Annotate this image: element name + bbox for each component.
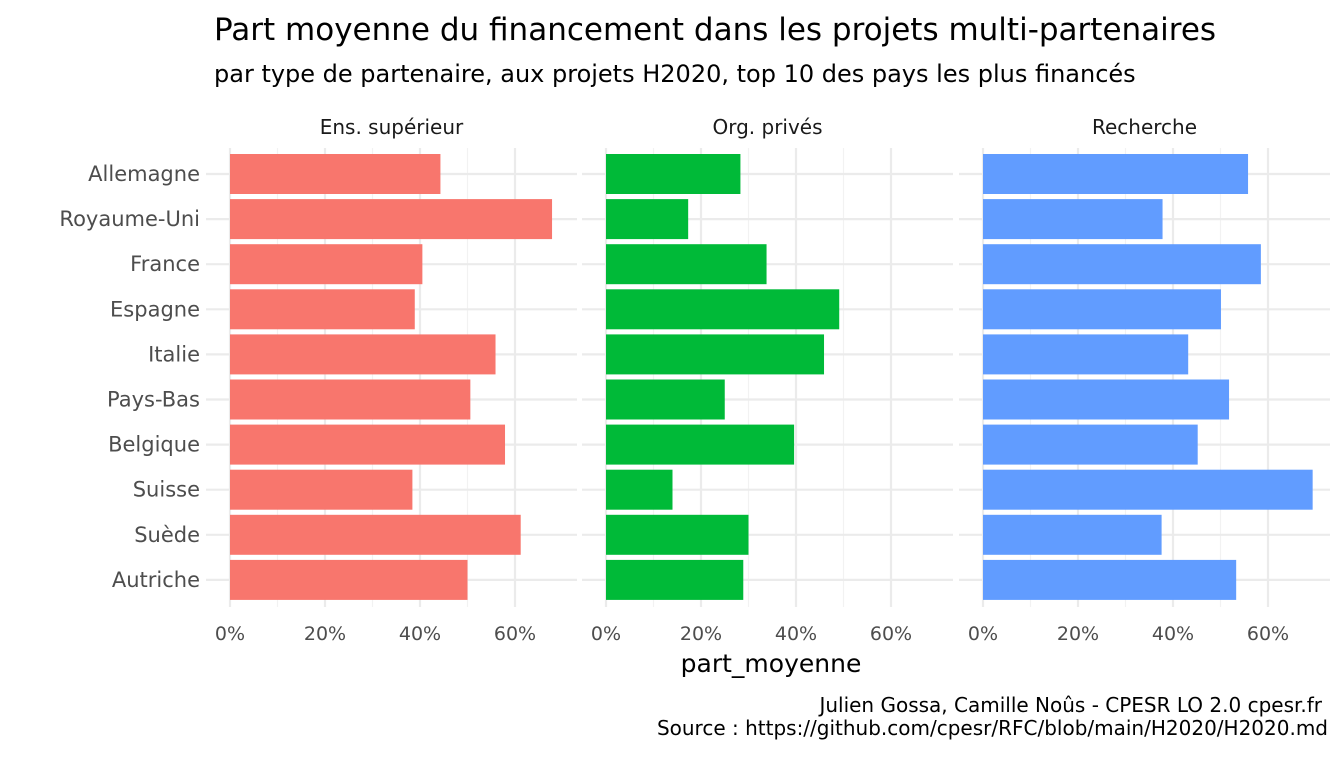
facet-panel: Org. privés 0% 20% 40% 60% [582,115,953,645]
bar [606,379,725,420]
bar [983,559,1237,600]
facet-label: Recherche [1092,115,1197,139]
bar [230,379,471,420]
bar [983,244,1261,285]
bar [983,469,1313,510]
category-label: Pays-Bas [107,388,200,412]
x-tick-label: 40% [1152,623,1194,645]
category-label: Belgique [108,433,200,457]
bar [230,244,423,285]
x-tick-label: 40% [775,623,817,645]
bar [230,514,521,555]
x-tick-label: 60% [1247,623,1289,645]
x-tick-label: 20% [680,623,722,645]
bar [983,334,1189,375]
bar [230,154,441,194]
bar [230,334,496,375]
bar [606,514,749,555]
bar [983,424,1198,465]
bar [983,199,1163,240]
x-tick-label: 40% [399,623,441,645]
bar [606,244,767,285]
caption-credit: Julien Gossa, Camille Noûs - CPESR LO 2.… [817,693,1322,717]
facet-label: Org. privés [712,115,822,139]
x-tick-label: 60% [494,623,536,645]
facet-panel: Ens. supérieur 0% 20% 40% 60% [206,115,577,645]
bar [983,289,1221,330]
bar [606,334,825,375]
category-label: Autriche [112,568,200,592]
facet-label: Ens. supérieur [320,115,464,139]
x-tick-label: 0% [968,623,998,645]
x-tick-label: 0% [215,623,245,645]
category-label: Suède [134,523,200,547]
category-label: Allemagne [88,162,200,186]
bar [606,559,744,600]
category-label: France [130,252,200,276]
category-label: Italie [148,342,200,366]
bar [983,154,1249,194]
bar [606,289,840,330]
facet-panels: Ens. supérieur 0% 20% 40% 60% Org. privés 0% 20… [206,115,1330,645]
caption-source: Source : https://github.com/cpesr/RFC/bl… [657,716,1328,740]
bar [606,154,741,194]
x-tick-label: 20% [304,623,346,645]
bar [230,199,553,240]
bar [983,514,1162,555]
x-axis-title: part_moyenne [681,649,862,678]
facet-panel: Recherche 0% 20% 40% 60% [959,115,1330,645]
category-label: Royaume-Uni [59,207,200,231]
chart-title: Part moyenne du financement dans les pro… [214,12,1216,48]
category-label: Suisse [133,478,200,502]
category-label: Espagne [110,297,200,321]
x-tick-label: 60% [870,623,912,645]
chart-subtitle: par type de partenaire, aux projets H202… [214,60,1136,88]
bar [606,424,795,465]
bar [606,199,689,240]
x-tick-label: 0% [591,623,621,645]
bar [230,424,506,465]
bar [230,289,415,330]
bar [606,469,673,510]
bar [983,379,1230,420]
bar [230,469,413,510]
x-tick-label: 20% [1057,623,1099,645]
bar [230,559,468,600]
category-labels: Allemagne Royaume-Uni France Espagne Italie P… [59,162,200,592]
